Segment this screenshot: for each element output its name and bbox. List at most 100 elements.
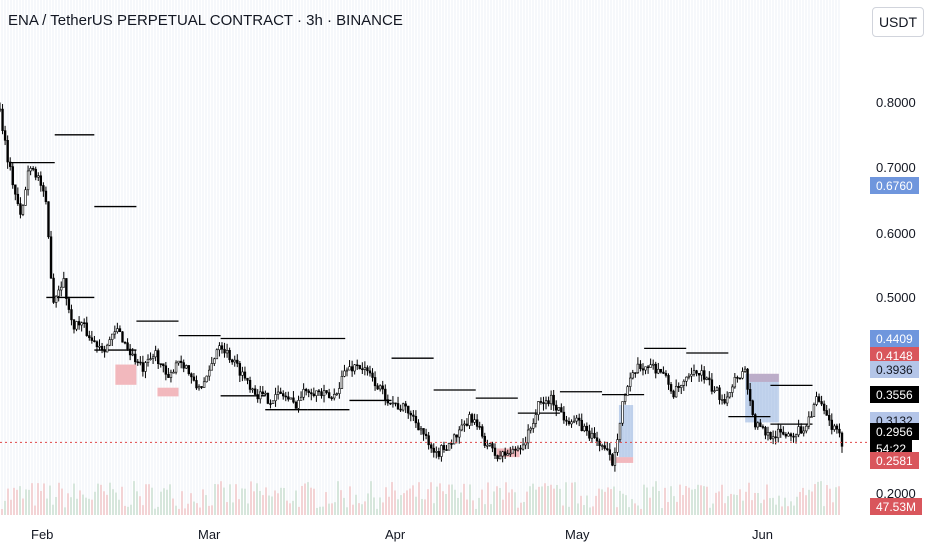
- candle-body: [759, 422, 762, 427]
- candle-body: [62, 278, 65, 288]
- volume-bar: [193, 501, 195, 515]
- candle-body: [67, 298, 71, 310]
- candle-body: [710, 379, 714, 392]
- candle-body: [1, 108, 4, 131]
- price-tag-top-blue: 0.6760: [870, 177, 919, 194]
- volume-bar: [259, 490, 261, 515]
- volume-bar: [316, 507, 318, 515]
- volume-bar: [778, 495, 780, 515]
- candle-body: [810, 416, 813, 418]
- volume-bar: [754, 492, 756, 515]
- volume-bar: [811, 491, 813, 515]
- candle-body: [126, 342, 129, 350]
- candle-body: [29, 168, 32, 172]
- volume-bar: [157, 506, 159, 515]
- candle-body: [60, 286, 63, 291]
- candle-body: [516, 447, 520, 451]
- volume-bar: [766, 484, 768, 515]
- candle-body: [151, 356, 155, 359]
- candle-body: [356, 364, 359, 367]
- candle-body: [256, 394, 259, 400]
- volume-bar: [520, 502, 522, 515]
- candle-body: [708, 377, 711, 381]
- volume-bar: [799, 491, 801, 515]
- candle-body: [687, 375, 691, 378]
- volume-bar: [790, 501, 792, 515]
- candle-body: [338, 388, 341, 394]
- volume-bar: [715, 492, 717, 515]
- candle-body: [292, 397, 295, 403]
- volume-bar: [244, 488, 246, 515]
- volume-bar: [133, 481, 135, 515]
- candle-body: [187, 365, 191, 375]
- candle-body: [253, 388, 257, 395]
- candle-body: [312, 393, 316, 396]
- candle-body: [690, 373, 693, 377]
- volume-bar: [628, 507, 630, 515]
- candle-body: [626, 386, 629, 396]
- volume-bar: [331, 503, 333, 515]
- volume-bar: [679, 484, 681, 515]
- volume-bar: [220, 481, 222, 515]
- candle-body: [797, 426, 800, 436]
- candle-body: [414, 416, 418, 424]
- candle-body: [514, 449, 517, 451]
- candle-body: [327, 392, 331, 398]
- candle-body: [220, 345, 224, 350]
- volume-bar: [457, 497, 459, 515]
- candle-body: [302, 388, 305, 398]
- candle-body: [695, 370, 698, 374]
- volume-bar: [208, 505, 210, 515]
- volume-bar: [757, 493, 759, 515]
- volume-bar: [172, 498, 174, 515]
- candle-body: [677, 385, 680, 388]
- candle-body: [493, 447, 497, 456]
- candle-body: [481, 426, 484, 437]
- candle-body: [123, 341, 127, 344]
- price-tag-light: 0.3936: [870, 361, 919, 378]
- volume-bar: [661, 508, 663, 515]
- volume-bar: [490, 504, 492, 515]
- candle-body: [98, 345, 101, 348]
- volume-bar: [574, 482, 576, 515]
- volume-bar: [793, 505, 795, 515]
- volume-bar: [370, 481, 372, 515]
- volume-bar: [421, 498, 423, 515]
- candle-body: [659, 368, 663, 373]
- candle-body: [738, 377, 742, 380]
- candle-body: [6, 140, 9, 163]
- candle-body: [588, 430, 591, 439]
- volume-bar: [445, 493, 447, 515]
- candle-body: [279, 391, 282, 394]
- candle-body: [16, 193, 20, 204]
- candle-body: [565, 419, 568, 422]
- volume-bar: [775, 504, 777, 515]
- candle-body: [539, 401, 543, 403]
- candle-body: [547, 400, 550, 405]
- candle-body: [777, 428, 780, 439]
- volume-bar: [232, 502, 234, 515]
- candle-body: [600, 445, 604, 447]
- volume-bar: [343, 497, 345, 515]
- volume-bar: [355, 494, 357, 515]
- candle-body: [243, 371, 247, 379]
- volume-bar: [610, 489, 612, 515]
- y-tick-label: 0.2000: [876, 486, 916, 501]
- volume-bar: [511, 489, 513, 515]
- candle-body: [419, 428, 423, 431]
- volume-bar: [328, 503, 330, 515]
- volume-bar: [145, 484, 147, 515]
- candle-body: [121, 331, 124, 343]
- candle-body: [720, 399, 724, 401]
- price-tag-dark: 0.3556: [870, 386, 919, 403]
- candle-body: [0, 108, 2, 111]
- volume-bar: [283, 487, 285, 515]
- currency-selector[interactable]: USDT: [872, 7, 924, 37]
- volume-bar: [601, 489, 603, 515]
- volume-bar: [724, 503, 726, 515]
- candle-body: [460, 424, 464, 431]
- volume-bar: [37, 483, 39, 515]
- volume-bar: [298, 506, 300, 515]
- candle-body: [555, 404, 558, 411]
